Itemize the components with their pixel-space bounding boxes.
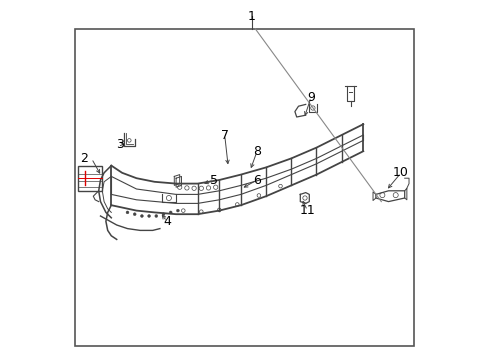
Text: 7: 7 [220, 129, 228, 141]
Circle shape [126, 211, 129, 214]
Text: 3: 3 [116, 138, 124, 150]
Text: 5: 5 [209, 174, 218, 186]
Text: 8: 8 [253, 145, 261, 158]
Circle shape [176, 209, 179, 212]
Circle shape [147, 215, 150, 217]
Circle shape [162, 213, 164, 216]
Circle shape [155, 215, 158, 217]
Text: 4: 4 [163, 215, 171, 228]
Text: 6: 6 [253, 174, 261, 186]
Circle shape [140, 215, 143, 217]
Text: 9: 9 [306, 91, 314, 104]
Text: 10: 10 [392, 166, 408, 179]
Text: 11: 11 [299, 204, 315, 217]
Circle shape [133, 213, 136, 216]
Text: 2: 2 [80, 152, 88, 165]
Bar [75, 29, 413, 346]
Text: 1: 1 [247, 10, 255, 23]
Bar [78, 166, 102, 191]
Circle shape [169, 211, 172, 214]
